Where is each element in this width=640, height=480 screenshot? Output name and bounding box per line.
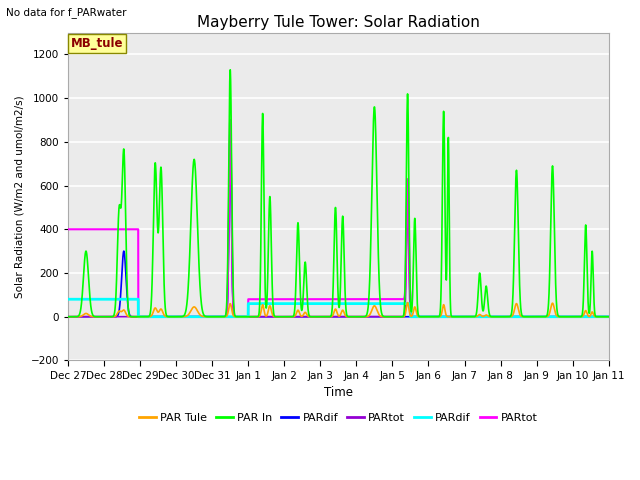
Y-axis label: Solar Radiation (W/m2 and umol/m2/s): Solar Radiation (W/m2 and umol/m2/s)	[15, 95, 25, 298]
Title: Mayberry Tule Tower: Solar Radiation: Mayberry Tule Tower: Solar Radiation	[197, 15, 480, 30]
Text: MB_tule: MB_tule	[70, 37, 123, 50]
X-axis label: Time: Time	[324, 386, 353, 399]
Text: No data for f_PARwater: No data for f_PARwater	[6, 7, 127, 18]
Legend: PAR Tule, PAR In, PARdif, PARtot, PARdif, PARtot: PAR Tule, PAR In, PARdif, PARtot, PARdif…	[135, 408, 542, 427]
